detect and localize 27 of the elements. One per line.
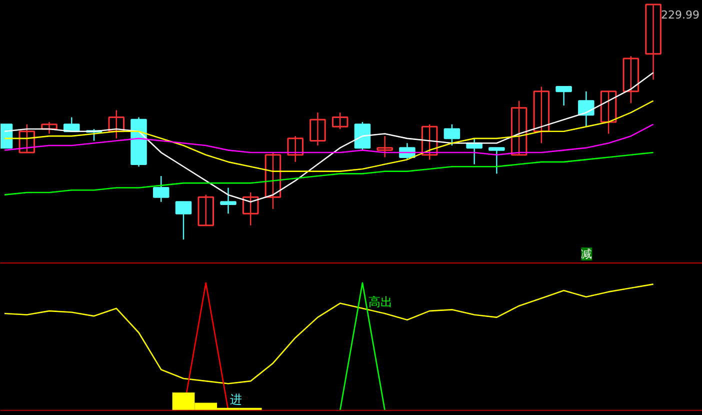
candlestick (488, 147, 505, 174)
candlestick (18, 124, 36, 154)
candlestick (444, 124, 460, 146)
candlestick (242, 192, 259, 226)
annotation: 进 (230, 392, 242, 406)
candlestick (310, 112, 326, 146)
candlestick (600, 90, 617, 134)
candlestick (152, 175, 170, 202)
candlestick (198, 194, 214, 226)
candlestick (556, 86, 572, 106)
candlestick (622, 56, 640, 104)
annotation: 229.99 (660, 8, 700, 22)
candlestick (533, 86, 550, 144)
candlestick (332, 112, 348, 130)
candlestick (421, 124, 438, 160)
candlestick (287, 135, 304, 163)
text: 减 (581, 248, 592, 260)
candlestick (578, 90, 594, 128)
candlestick (376, 135, 393, 158)
candlestick (175, 201, 192, 240)
candlestick (645, 4, 662, 80)
candlestick (41, 121, 58, 134)
candlestick (220, 187, 236, 214)
candlestick (510, 100, 528, 156)
annotation: 高出 (368, 294, 392, 309)
candlestick (354, 121, 371, 151)
candlestick (264, 152, 282, 210)
